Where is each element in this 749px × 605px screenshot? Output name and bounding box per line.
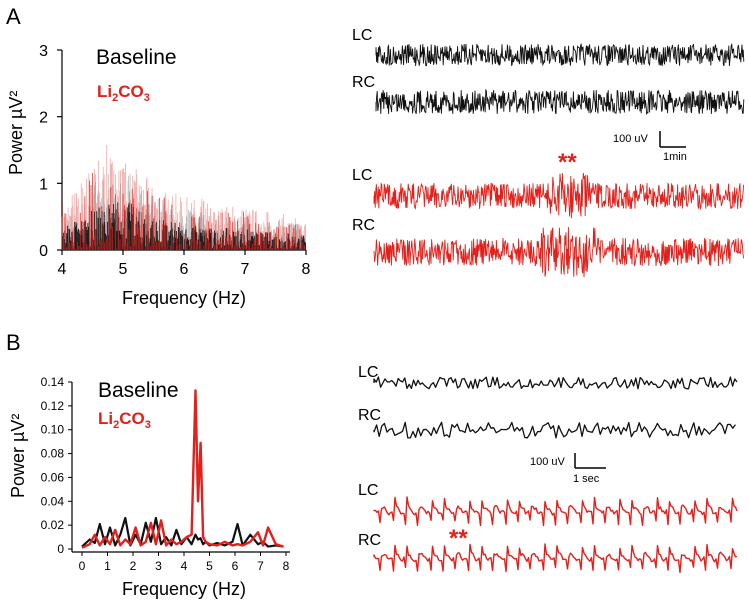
panel-a-xtick-label: 7: [241, 261, 250, 278]
panel-a-y-ticks: 0 1 2 3: [39, 43, 62, 260]
panel-b-xtick-label: 7: [257, 559, 264, 573]
panel-b-scalebar: [574, 453, 606, 469]
panel-b-scalebar-time: 1 sec: [573, 473, 600, 485]
panel-b-significance-stars: **: [449, 525, 468, 552]
panel-b-ytick-label: 0: [57, 542, 64, 556]
panel-b-xtick-label: 1: [104, 559, 111, 573]
panel-a-ytick-label: 3: [39, 43, 48, 60]
panel-b-ytick-label: 0.08: [41, 447, 65, 461]
panel-b-xtick-label: 4: [181, 559, 188, 573]
panel-b-trace-lc2: LC: [358, 482, 378, 499]
panel-a-legend-lithium: Li2CO3: [97, 82, 150, 104]
panel-a-trace-rc1: RC: [352, 74, 375, 91]
panel-a-eeg-traces: [373, 42, 745, 278]
panel-a-letter: A: [6, 4, 21, 29]
panel-a-trace-rc-lithium: [373, 226, 745, 278]
panel-b-xtick-label: 0: [79, 559, 86, 573]
panel-b-trace-lc1: LC: [358, 364, 378, 381]
panel-a-trace-lc1: LC: [352, 27, 372, 44]
panel-a-ylabel: Power µV²: [6, 91, 26, 175]
panel-a-trace-lc-baseline: [375, 42, 745, 67]
panel-a-xtick-label: 5: [119, 261, 128, 278]
panel-b-xtick-label: 8: [283, 559, 290, 573]
panel-b-trace-lc-baseline: [373, 376, 738, 390]
panel-a-xtick-label: 4: [58, 261, 67, 278]
panel-b-trace-rc2: RC: [358, 532, 381, 549]
panel-b-eeg-traces: [373, 376, 738, 574]
panel-a-ytick-label: 1: [39, 176, 48, 193]
panel-b-series-li2co3: [81, 389, 284, 549]
panel-a-trace-rc-baseline: [375, 88, 745, 116]
panel-b-trace-lc-lithium: [373, 496, 738, 527]
panel-b-ytick-label: 0.14: [41, 375, 65, 389]
panel-a-xlabel: Frequency (Hz): [122, 288, 246, 308]
panel-b-scalebar-voltage: 100 uV: [530, 456, 566, 468]
panel-b-xtick-label: 6: [232, 559, 239, 573]
panel-b-ytick-label: 0.04: [41, 494, 65, 508]
panel-b-y-ticks: 0 0.02 0.04 0.06 0.08 0.10 0.12 0.14: [41, 375, 72, 556]
panel-a-scalebar-voltage: 100 uV: [613, 133, 649, 145]
panel-a-trace-rc2: RC: [352, 217, 375, 234]
panel-a-significance-stars: **: [558, 149, 577, 176]
panel-a-legend-baseline: Baseline: [96, 46, 177, 69]
panel-b-letter: B: [6, 330, 21, 355]
panel-b-xtick-label: 2: [130, 559, 137, 573]
panel-b-ytick-label: 0.02: [41, 518, 65, 532]
panel-a-scalebar-time: 1min: [663, 151, 687, 163]
panel-a-trace-lc2: LC: [352, 167, 372, 184]
panel-a-ytick-label: 2: [39, 110, 48, 127]
panel-a-scalebar: [659, 131, 686, 148]
panel-b-ytick-label: 0.06: [41, 470, 65, 484]
panel-a-spectrum: [61, 144, 306, 250]
panel-b-legend-lithium: Li2CO3: [98, 409, 151, 431]
panel-b-xtick-label: 3: [155, 559, 162, 573]
panel-b-trace-rc1: RC: [358, 407, 381, 424]
panel-b-trace-rc-baseline: [373, 421, 736, 439]
panel-a-ytick-label: 0: [39, 243, 48, 260]
panel-b-ylabel: Power µV²: [8, 414, 28, 498]
panel-b-xtick-label: 5: [206, 559, 213, 573]
panel-a-trace-lc-lithium: [373, 172, 745, 219]
panel-b-ytick-label: 0.10: [41, 423, 65, 437]
panel-b-xlabel: Frequency (Hz): [122, 579, 246, 599]
panel-b-legend-baseline: Baseline: [98, 379, 179, 402]
panel-b-trace-rc-lithium: [373, 543, 738, 574]
panel-a-x-ticks: 4 5 6 7 8: [58, 250, 311, 278]
panel-b-axes: [71, 382, 290, 553]
panel-b-x-ticks: 0 1 2 3 4 5 6 7 8: [79, 552, 290, 573]
panel-a-xtick-label: 8: [302, 261, 311, 278]
panel-a-xtick-label: 6: [180, 261, 189, 278]
panel-b-series-baseline: [81, 516, 284, 548]
panel-a-series-li2co3: [61, 173, 305, 250]
panel-b-ytick-label: 0.12: [41, 399, 65, 413]
panel-b-spectrum: [81, 389, 284, 549]
